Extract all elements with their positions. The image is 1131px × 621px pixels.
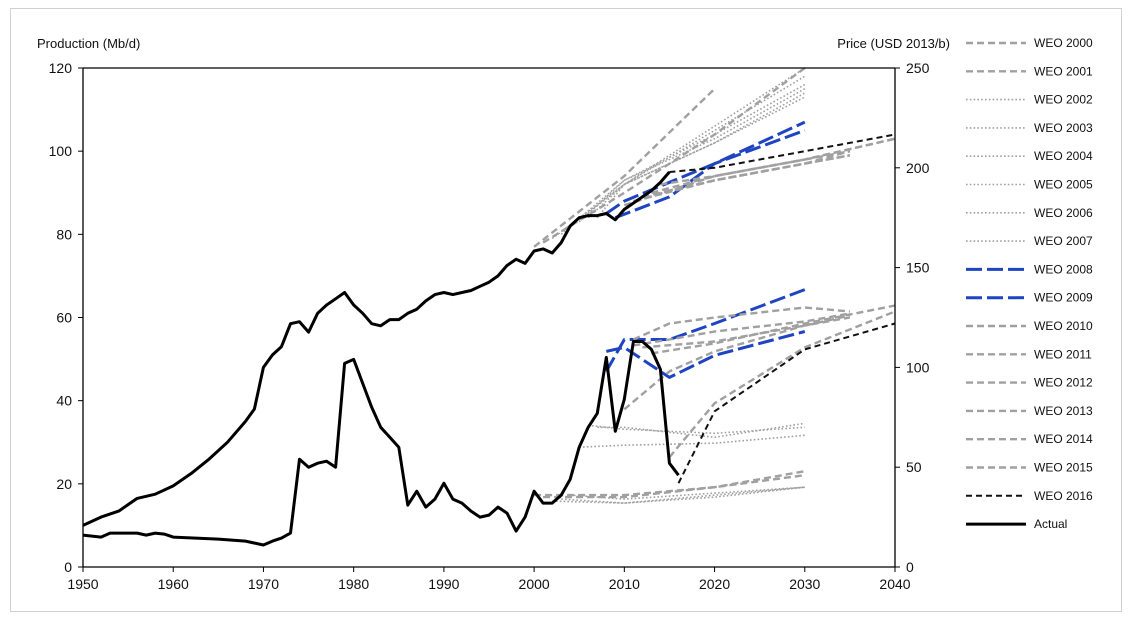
- legend-label-weo-2007: WEO 2007: [1034, 234, 1093, 248]
- y-left-tick-label: 80: [56, 226, 72, 242]
- legend: WEO 2000 WEO 2001 WEO 2002 WEO 2003 WEO 2004…: [966, 36, 1093, 531]
- series-weo-2009-production: [614, 128, 806, 220]
- series-weo-2014-price: [651, 304, 896, 355]
- y-right-tick-label: 250: [906, 60, 930, 76]
- series-weo-2005-price: [579, 434, 805, 448]
- series-weo-2015-production: [660, 137, 896, 186]
- x-tick-label: 2030: [789, 576, 820, 592]
- y-left-tick-label: 120: [49, 60, 73, 76]
- series-weo-2013-production: [642, 154, 851, 199]
- y-right-tick-label: 100: [906, 359, 930, 375]
- x-tick-label: 1950: [67, 576, 98, 592]
- series-weo-2013-price: [642, 314, 851, 349]
- y-right-tick-label: 50: [906, 459, 922, 475]
- series-weo-2003-production: [560, 75, 806, 235]
- chart-frame: [10, 8, 1122, 612]
- series-weo-2003-price: [561, 486, 805, 504]
- y-right-tick-label: 150: [906, 260, 930, 276]
- legend-label-weo-2002: WEO 2002: [1034, 93, 1093, 107]
- series-actual-production: [82, 171, 671, 527]
- legend-label-weo-2013: WEO 2013: [1034, 404, 1093, 418]
- y-right-tick-label: 0: [906, 559, 914, 575]
- series-weo-2005-production: [578, 88, 806, 223]
- series-weo-2000-production: [533, 87, 716, 248]
- x-tick-label: 2000: [519, 576, 550, 592]
- legend-label-weo-2001: WEO 2001: [1034, 64, 1093, 78]
- legend-label-weo-2016: WEO 2016: [1034, 489, 1093, 503]
- x-tick-label: 1970: [248, 576, 279, 592]
- y-left-tick-label: 0: [64, 559, 72, 575]
- legend-label-weo-2010: WEO 2010: [1034, 319, 1093, 333]
- series-weo-2015-price: [668, 310, 896, 458]
- y-left-tick-label: 20: [56, 476, 72, 492]
- x-tick-label: 1990: [428, 576, 459, 592]
- x-tick-label: 2040: [879, 576, 910, 592]
- legend-label-weo-2000: WEO 2000: [1034, 36, 1093, 50]
- series-weo-2010-price: [623, 316, 851, 411]
- y-axis-left-label: Production (Mb/d): [37, 36, 140, 51]
- legend-label-actual: Actual: [1034, 517, 1067, 531]
- legend-label-weo-2003: WEO 2003: [1034, 121, 1093, 135]
- x-tick-label: 1980: [338, 576, 369, 592]
- series-weo-2011-price: [633, 312, 851, 347]
- series-weo-2007-production: [596, 92, 806, 219]
- series-weo-2009-price: [605, 330, 806, 379]
- legend-label-weo-2005: WEO 2005: [1034, 178, 1093, 192]
- series-weo-2012-production: [633, 150, 851, 203]
- legend-label-weo-2014: WEO 2014: [1034, 432, 1093, 446]
- y-left-tick-label: 40: [56, 393, 72, 409]
- legend-label-weo-2009: WEO 2009: [1034, 291, 1093, 305]
- series-weo-2004-price: [570, 486, 805, 500]
- legend-label-weo-2008: WEO 2008: [1034, 262, 1093, 276]
- plot-series: [82, 67, 896, 547]
- x-tick-label: 2010: [609, 576, 640, 592]
- series-weo-2016-price: [677, 322, 896, 484]
- series-actual-price: [82, 340, 680, 547]
- legend-label-weo-2004: WEO 2004: [1034, 149, 1093, 163]
- x-tick-label: 2020: [699, 576, 730, 592]
- legend-label-weo-2011: WEO 2011: [1034, 347, 1092, 361]
- series-weo-2007-price: [597, 422, 805, 439]
- x-tick-label: 1960: [158, 576, 189, 592]
- legend-label-weo-2015: WEO 2015: [1034, 461, 1093, 475]
- y-right-tick-label: 200: [906, 160, 930, 176]
- legend-label-weo-2006: WEO 2006: [1034, 206, 1093, 220]
- legend-label-weo-2012: WEO 2012: [1034, 376, 1093, 390]
- series-weo-2008-production: [605, 120, 806, 215]
- series-weo-2004-production: [569, 83, 806, 227]
- y-axis-right-label: Price (USD 2013/b): [837, 36, 950, 51]
- y-left-tick-label: 60: [56, 310, 72, 326]
- plot-axes: [82, 67, 896, 568]
- y-left-tick-label: 100: [49, 143, 73, 159]
- series-weo-2002-production: [551, 67, 806, 240]
- series-weo-2016-production: [669, 133, 896, 173]
- series-weo-2012-price: [632, 306, 851, 341]
- series-weo-2001-price: [543, 474, 805, 499]
